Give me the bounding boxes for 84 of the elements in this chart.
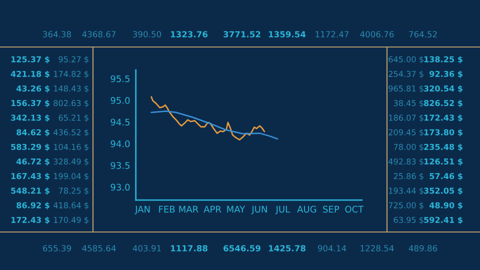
text: 655.39 — [43, 245, 71, 252]
text: 95.27 $ — [58, 56, 88, 64]
text: 84.62 $ — [16, 129, 50, 136]
text: 403.91 — [132, 245, 161, 252]
text: 592.41 $ — [424, 216, 462, 224]
text: 4585.64 — [82, 245, 116, 252]
text: 38.45 $ — [394, 100, 424, 108]
x-tick-label: JAN — [134, 206, 150, 214]
text: 104.16 $ — [54, 144, 88, 152]
x-tick-label: AUG — [297, 206, 316, 213]
text: 320.54 $ — [424, 85, 462, 93]
text: 342.13 $ — [11, 114, 50, 122]
text: 1117.88 — [170, 245, 208, 252]
x-tick-label: JUN — [251, 206, 267, 214]
text: 4368.67 — [82, 31, 116, 38]
text: 1425.78 — [268, 245, 306, 252]
text: 328.49 $ — [54, 158, 88, 166]
x-tick-label: OCT — [345, 206, 364, 213]
y-tick-label: 95.0 — [110, 97, 130, 104]
y-tick-label: 94.5 — [110, 118, 130, 126]
x-tick-label: FEB — [159, 206, 175, 212]
text: 65.21 $ — [58, 114, 88, 122]
text: 436.52 $ — [54, 129, 88, 136]
text: 352.05 $ — [424, 188, 462, 195]
text: 193.44 $ — [389, 188, 424, 195]
text: 1228.54 — [360, 245, 394, 252]
text: 421.18 $ — [10, 70, 50, 78]
x-tick-label: MAY — [227, 206, 246, 212]
text: 126.51 $ — [424, 158, 462, 166]
line-series — [150, 110, 278, 140]
x-tick-label: APR — [204, 206, 222, 212]
line-series — [150, 96, 266, 140]
y-tick-label: 93.5 — [110, 162, 130, 169]
text: 167.43 $ — [11, 172, 50, 180]
text: 1359.54 — [268, 31, 306, 38]
text: 235.48 $ — [424, 144, 462, 152]
text: 199.04 $ — [54, 172, 88, 180]
text: 492.83 $ — [388, 158, 424, 166]
text: 92.36 $ — [430, 70, 462, 78]
text: 725.00 $ — [388, 202, 424, 210]
text: 148.43 $ — [54, 85, 88, 93]
text: 173.80 $ — [424, 129, 462, 136]
text: 489.86 — [408, 245, 438, 252]
text: 125.37 $ — [11, 56, 50, 64]
text: 904.14 — [318, 245, 346, 252]
text: 186.07 $ — [389, 114, 424, 122]
text: 3771.52 — [224, 31, 260, 38]
text: 965.81 $ — [388, 85, 424, 93]
text: 418.64 $ — [54, 202, 88, 210]
text: 802.63 $ — [54, 100, 88, 108]
text: 1323.76 — [170, 31, 208, 38]
y-tick-label: 95.5 — [110, 75, 130, 82]
x-tick-label: JUL — [275, 206, 290, 214]
text: 78.00 $ — [394, 144, 424, 152]
text: 48.90 $ — [429, 202, 462, 210]
text: 548.21 $ — [11, 188, 50, 195]
text: 209.45 $ — [388, 129, 424, 136]
text: 6546.59 — [224, 245, 260, 252]
y-tick-label: 93.0 — [110, 184, 130, 191]
text: 4006.76 — [360, 31, 394, 38]
text: 25.86 $ — [394, 172, 424, 180]
text: 86.92 $ — [16, 202, 50, 210]
text: 172.43 $ — [424, 114, 462, 122]
text: 57.46 $ — [430, 172, 462, 180]
text: 78.25 $ — [58, 188, 88, 195]
x-tick-label: MAR — [179, 206, 198, 212]
text: 583.29 $ — [11, 144, 50, 152]
text: 826.52 $ — [424, 100, 462, 108]
text: 156.37 $ — [11, 100, 50, 108]
text: 43.26 $ — [16, 85, 50, 93]
text: 174.82 $ — [54, 70, 88, 78]
text: 390.50 — [133, 31, 162, 38]
text: 170.49 $ — [54, 216, 88, 224]
text: 172.43 $ — [11, 216, 50, 224]
text: 764.52 — [409, 31, 437, 38]
text: 1172.47 — [316, 31, 349, 38]
text: 46.72 $ — [16, 158, 50, 166]
x-tick-label: SEP — [323, 206, 340, 213]
y-tick-label: 94.0 — [110, 140, 130, 148]
text: 254.37 $ — [388, 70, 424, 78]
text: 645.00 $ — [388, 56, 424, 64]
text: 63.95 $ — [394, 216, 424, 224]
text: 364.38 — [43, 31, 72, 38]
text: 138.25 $ — [424, 56, 462, 64]
